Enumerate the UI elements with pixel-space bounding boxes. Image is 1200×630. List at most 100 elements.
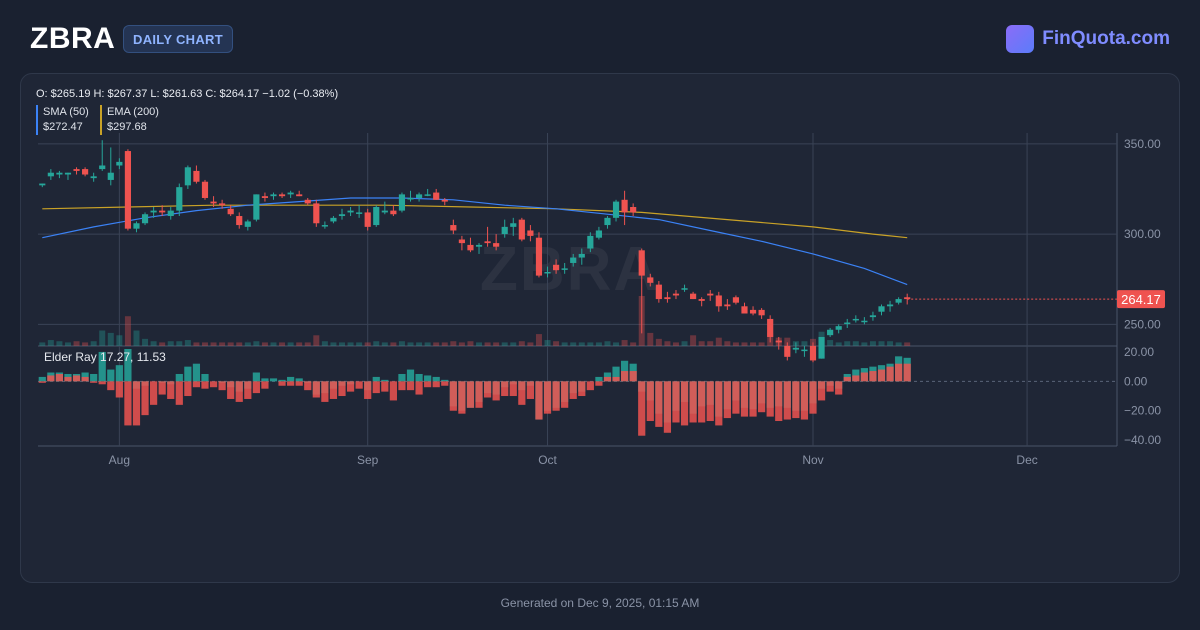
elder-bear-bar [124,381,132,426]
candle-body [133,223,140,229]
elder-bull-bar [595,376,603,382]
elder-bear-bar [877,369,886,382]
candle-body [570,257,577,263]
x-tick-label: Dec [1016,453,1037,467]
volume-bar [844,341,851,346]
elder-bull-bar [107,369,115,382]
candle [458,235,465,251]
candle-body [73,169,80,171]
candle [595,226,602,240]
elder-bear-bar [406,381,415,391]
elder-bear-bar [860,372,868,382]
elder-bull-bar [201,373,209,382]
volume-bar [261,342,268,346]
elder-bear-bar [800,381,809,420]
volume-bar [236,342,243,346]
candle-body [655,284,662,300]
candle-body [99,165,106,170]
candle-body [809,346,817,361]
candle-body [441,199,448,202]
candle [861,317,868,325]
candle-body [827,329,834,336]
candle [818,336,825,359]
elder-bull-bar [261,378,269,382]
volume-bar [210,342,217,346]
candle [210,196,217,208]
volume-bar [578,342,585,346]
volume-bar [732,342,739,346]
candle-body [373,207,380,226]
volume-bar [407,342,414,346]
candle-body [210,201,217,204]
candle [56,170,63,179]
candle [450,219,457,235]
candle [373,205,380,227]
candle-body [141,214,149,224]
elder-bear-bar [278,381,286,386]
candle [227,205,234,217]
elder-bear-bar [449,381,457,411]
elder-bear-bar [287,381,295,386]
price-tick-label: 250.00 [1124,317,1161,331]
volume-bar [887,341,894,346]
elder-bear-bar [672,381,680,423]
volume-bar [219,342,226,346]
elder-bull-bar [398,373,406,382]
elder-bear-bar [235,381,243,402]
candle-body [458,239,465,244]
elder-bear-bar [809,381,817,414]
candle-body [116,161,123,166]
volume-bar [467,341,474,346]
volume-bar [330,342,337,346]
candle-body [792,347,799,350]
volume-bar [664,341,671,346]
candle-body [818,336,825,359]
volume-bar [681,341,688,346]
candle [672,290,680,300]
elder-bear-bar [612,376,620,382]
candle [270,192,277,200]
elder-bear-bar [458,381,466,414]
elder-bear-bar [115,381,123,398]
elder-bear-bar [595,381,603,386]
volume-bar [553,341,560,346]
elder-bull-bar [175,373,183,382]
candle [304,197,311,206]
candle-body [381,210,388,213]
candle-body [261,196,269,198]
volume-bar [869,341,876,346]
candle [201,179,209,200]
elder-bull-bar [278,379,286,382]
elder-bear-bar [749,381,757,417]
candle-body [244,221,251,227]
candle [775,336,782,350]
volume-bar [47,340,54,346]
generated-timestamp: Generated on Dec 9, 2025, 01:15 AM [500,596,700,610]
candle [184,165,191,189]
candle-body [390,210,397,215]
elder-bear-bar [304,381,312,391]
candle [278,192,286,198]
volume-bar [621,340,628,346]
elder-bear-bar [398,381,406,391]
candle-body [664,297,671,300]
elder-bear-bar [47,375,55,382]
candle [587,232,594,253]
x-tick-label: Oct [538,453,557,467]
volume-bar [450,341,457,346]
volume-bar [587,342,594,346]
brand[interactable]: FinQuota.com [1006,25,1170,53]
elder-bear-bar [475,381,483,408]
elder-bear-bar [895,363,903,382]
volume-bar [878,341,885,346]
elder-bear-bar [244,381,252,399]
volume-bar [750,342,757,346]
elder-bear-bar [329,381,338,399]
elder-bull-bar [192,363,201,382]
candle-body [467,244,474,251]
volume-bar [56,341,63,346]
volume-bar [501,342,508,346]
volume-bar [861,342,868,346]
candle [630,203,637,217]
